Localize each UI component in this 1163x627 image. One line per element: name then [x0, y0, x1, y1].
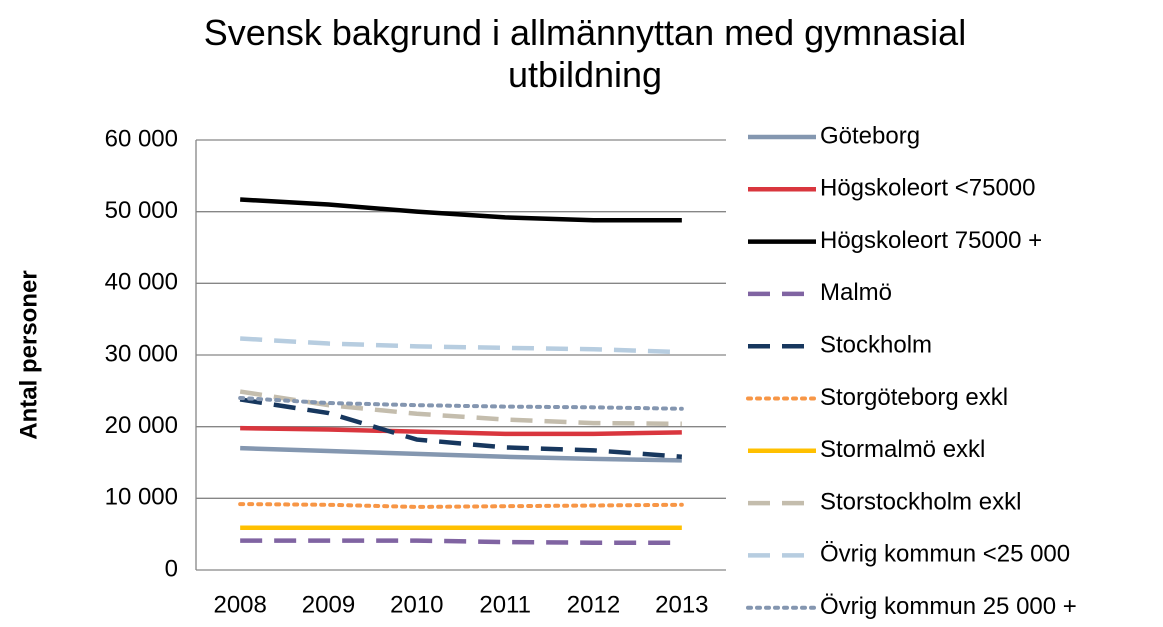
- series-line: [239, 397, 682, 460]
- series-line: [240, 197, 682, 223]
- legend-label: Stormalmö exkl: [820, 436, 985, 463]
- x-tick-label: 2012: [567, 591, 620, 618]
- x-tick-label: 2011: [479, 591, 531, 618]
- y-tick-label: 50 000: [105, 197, 178, 224]
- x-tick-label: 2009: [302, 591, 355, 618]
- x-tick-label: 2008: [213, 591, 266, 618]
- legend-label: Malmö: [820, 279, 892, 306]
- series-line: [239, 389, 682, 427]
- series-line: [238, 396, 684, 411]
- legend-label: Övrig kommun <25 000: [820, 541, 1070, 568]
- y-axis-label: Antal personer: [15, 270, 42, 439]
- y-tick-label: 0: [165, 555, 178, 582]
- y-tick-label: 40 000: [105, 269, 178, 296]
- legend-label: Högskoleort 75000 +: [820, 227, 1042, 254]
- series-line: [240, 538, 682, 546]
- y-tick-label: 20 000: [105, 412, 178, 439]
- legend-label: Storgöteborg exkl: [820, 384, 1008, 411]
- series-line: [240, 425, 682, 437]
- y-tick-label: 10 000: [105, 484, 178, 511]
- legend-label: Högskoleort <75000: [820, 175, 1035, 202]
- y-tick-label: 60 000: [105, 125, 178, 152]
- series-line: [238, 502, 684, 509]
- legend-label: Stockholm: [820, 332, 932, 359]
- chart-title: Svensk bakgrund i allmännyttan med gymna…: [203, 12, 967, 95]
- series-line: [240, 336, 682, 355]
- series-line: [240, 445, 682, 463]
- legend-label: Göteborg: [820, 122, 920, 149]
- legend-label: Övrig kommun 25 000 +: [820, 593, 1077, 620]
- x-tick-label: 2013: [655, 591, 708, 618]
- y-tick-label: 30 000: [105, 340, 178, 367]
- x-tick-label: 2010: [390, 591, 443, 618]
- legend-label: Storstockholm exkl: [820, 488, 1021, 515]
